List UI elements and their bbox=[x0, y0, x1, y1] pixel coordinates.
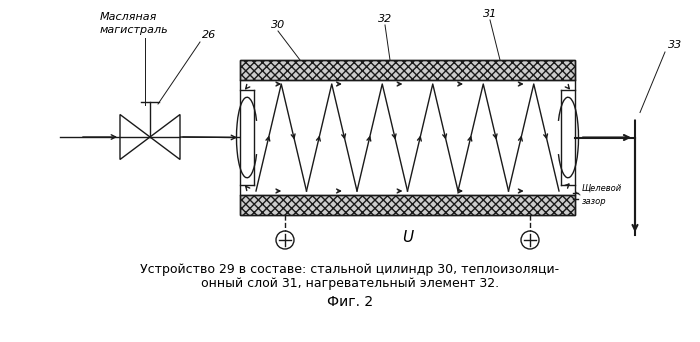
Bar bbox=[240, 60, 575, 80]
Text: онный слой 31, нагревательный элемент 32.: онный слой 31, нагревательный элемент 32… bbox=[201, 277, 499, 290]
Text: Фиг. 2: Фиг. 2 bbox=[327, 295, 373, 309]
Text: 31: 31 bbox=[483, 9, 497, 19]
Text: Устройство 29 в составе: стальной цилиндр 30, теплоизоляци-: Устройство 29 в составе: стальной цилинд… bbox=[141, 263, 559, 276]
Bar bbox=[240, 195, 575, 215]
Text: магистраль: магистраль bbox=[100, 25, 169, 35]
Text: Щелевой: Щелевой bbox=[582, 184, 622, 193]
Text: 32: 32 bbox=[378, 14, 392, 24]
Text: U: U bbox=[402, 229, 413, 245]
Text: 33: 33 bbox=[668, 40, 682, 50]
Polygon shape bbox=[120, 115, 150, 159]
Text: 26: 26 bbox=[202, 30, 216, 40]
Text: 30: 30 bbox=[271, 20, 285, 30]
Text: зазор: зазор bbox=[582, 197, 607, 206]
Text: Масляная: Масляная bbox=[100, 12, 158, 22]
Polygon shape bbox=[150, 115, 180, 159]
